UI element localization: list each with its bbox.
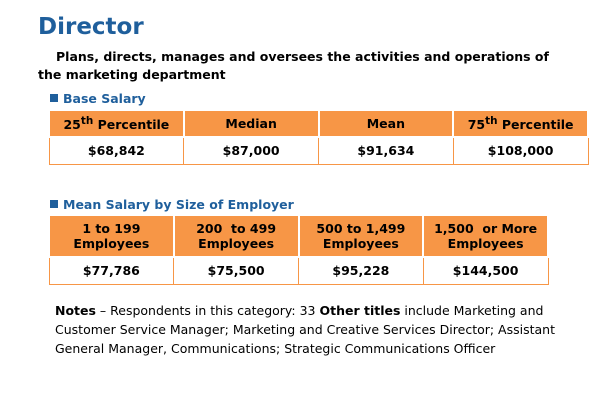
header-cell: 25th Percentile <box>48 109 185 138</box>
header-text: 75 <box>467 117 486 133</box>
header-text: Employees <box>198 236 275 251</box>
header-cell: 1 to 199 Employees <box>48 214 175 258</box>
notes-text: – Respondents in this category: 33 <box>95 303 320 318</box>
header-sup: th <box>485 114 498 127</box>
header-text: Mean <box>366 116 405 131</box>
header-cell: 1,500 or More Employees <box>422 214 549 258</box>
base-salary-table: 25th Percentile Median Mean 75th Percentile… <box>48 109 589 165</box>
section-heading: Base Salary <box>50 91 146 106</box>
notes-text: include Marketing and Customer Service M… <box>55 303 556 356</box>
value-cell: $95,228 <box>298 256 424 285</box>
header-cell: Mean <box>317 109 455 138</box>
header-text: Median <box>225 116 277 131</box>
value-cell: $75,500 <box>173 256 299 285</box>
value-cell: $87,000 <box>183 136 319 165</box>
header-cell: Median <box>182 109 320 138</box>
header-text: 500 to 1,499 <box>316 221 406 236</box>
notes-label: Other titles <box>319 303 401 318</box>
value-cell: $108,000 <box>452 136 589 165</box>
header-text: Employees <box>447 236 524 251</box>
heading-text: Mean Salary by Size of Employer <box>63 197 294 212</box>
header-cell: 500 to 1,499 Employees <box>297 214 425 258</box>
header-cell: 75th Percentile <box>452 109 589 138</box>
header-sup: th <box>80 114 94 127</box>
title: Director <box>38 14 144 40</box>
description: Plans, directs, manages and oversees the… <box>38 49 549 82</box>
header-text: 1 to 199 <box>82 221 141 236</box>
header-text: Percentile <box>93 117 170 133</box>
header-text: 25 <box>63 117 81 133</box>
header-text: 200 to 499 <box>196 221 277 236</box>
value-cell: $144,500 <box>422 256 549 285</box>
header-text: Employees <box>322 236 399 251</box>
notes-label: Notes <box>55 303 96 318</box>
size-table: 1 to 199 Employees 200 to 499 Employees 500 … <box>48 214 549 285</box>
value-cell: $68,842 <box>48 136 185 165</box>
section-heading: Mean Salary by Size of Employer <box>50 197 294 212</box>
heading-text: Base Salary <box>63 91 146 106</box>
notes: Notes – Respondents in this category: 33… <box>55 301 585 358</box>
value-cell: $77,786 <box>48 256 175 285</box>
value-cell: $91,634 <box>318 136 454 165</box>
header-text: 1,500 or More <box>434 221 538 236</box>
header-text: Employees <box>73 236 150 251</box>
header-text: Percentile <box>497 117 574 133</box>
header-cell: 200 to 499 Employees <box>172 214 300 258</box>
